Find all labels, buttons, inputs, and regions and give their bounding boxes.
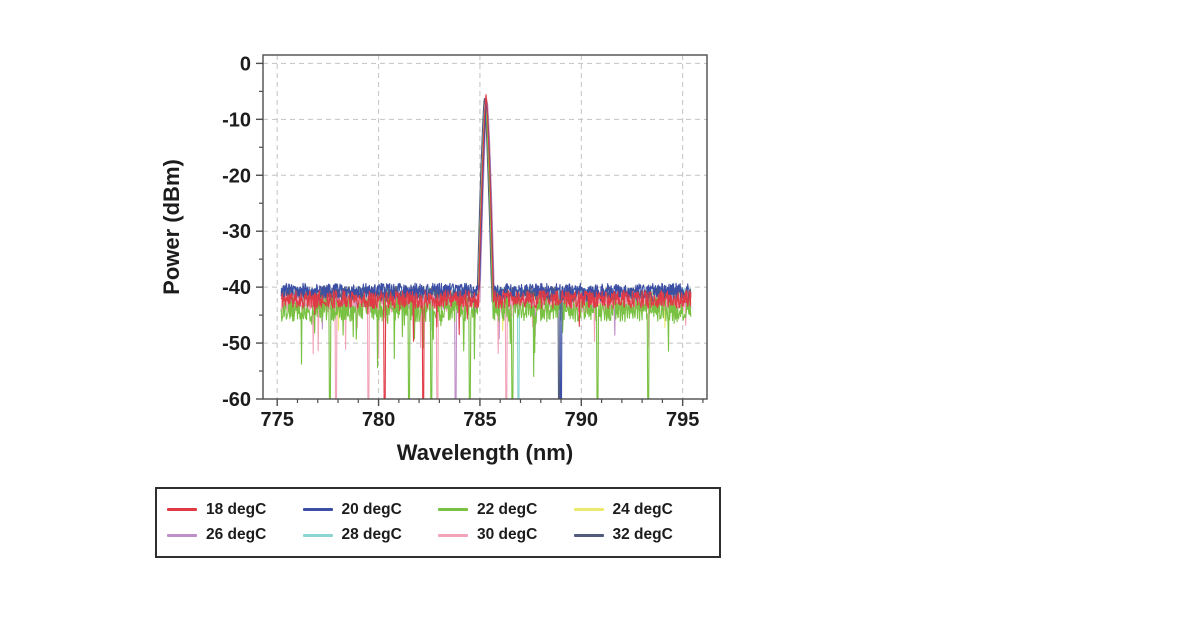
x-tick-label: 780 — [362, 409, 395, 431]
trace-18-degc — [280, 94, 692, 400]
legend-label: 32 degC — [612, 526, 673, 544]
legend-line-swatch — [302, 534, 333, 537]
legend-line-swatch — [573, 534, 604, 537]
legend-item-26-degc: 26 degC — [167, 526, 303, 544]
y-tick-label: -50 — [222, 333, 251, 355]
legend-line-swatch — [167, 508, 197, 511]
x-tick-label: 795 — [666, 409, 699, 431]
x-tick-label: 775 — [261, 409, 294, 431]
legend-label: 26 degC — [206, 526, 267, 544]
y-tick-label: -60 — [222, 389, 251, 411]
legend-item-20-degc: 20 degC — [302, 500, 439, 519]
trace-22-degc — [280, 101, 692, 400]
trace-32-degc — [280, 98, 692, 400]
legend-item-28-degc: 28 degC — [302, 526, 439, 544]
legend-label: 20 degC — [341, 500, 402, 518]
chart-legend: 18 degC 20 degC 22 degC 24 degC 26 degC 28 de… — [155, 487, 721, 558]
legend-line-swatch — [167, 534, 197, 537]
trace-30-degc — [280, 99, 692, 400]
y-tick-label: -10 — [222, 109, 251, 131]
legend-item-30-degc: 30 degC — [438, 526, 574, 544]
legend-label: 28 degC — [341, 526, 402, 544]
x-tick-label: 785 — [463, 409, 496, 431]
legend-label: 22 degC — [477, 500, 538, 518]
legend-item-22-degc: 22 degC — [438, 501, 574, 519]
legend-line-swatch — [573, 508, 604, 511]
legend-label: 18 degC — [206, 500, 267, 518]
trace-26-degc — [281, 101, 692, 400]
y-tick-label: -40 — [222, 277, 251, 299]
trace-20-degc — [280, 100, 692, 400]
legend-line-swatch — [302, 508, 333, 511]
legend-label: 30 degC — [477, 526, 538, 544]
y-tick-label: -30 — [222, 221, 251, 243]
legend-line-swatch — [438, 508, 468, 511]
legend-item-24-degc: 24 degC — [573, 500, 710, 519]
trace-28-degc — [280, 100, 692, 400]
legend-line-swatch — [438, 534, 468, 537]
legend-label: 24 degC — [612, 500, 673, 518]
y-tick-label: -20 — [222, 165, 251, 187]
y-axis-label: Power (dBm) — [159, 159, 184, 295]
x-axis-label: Wavelength (nm) — [396, 440, 574, 465]
plot-frame — [262, 54, 708, 400]
x-tick-label: 790 — [565, 409, 598, 431]
y-tick-label: 0 — [240, 53, 251, 75]
legend-item-18-degc: 18 degC — [167, 501, 303, 519]
legend-item-32-degc: 32 degC — [573, 526, 710, 544]
